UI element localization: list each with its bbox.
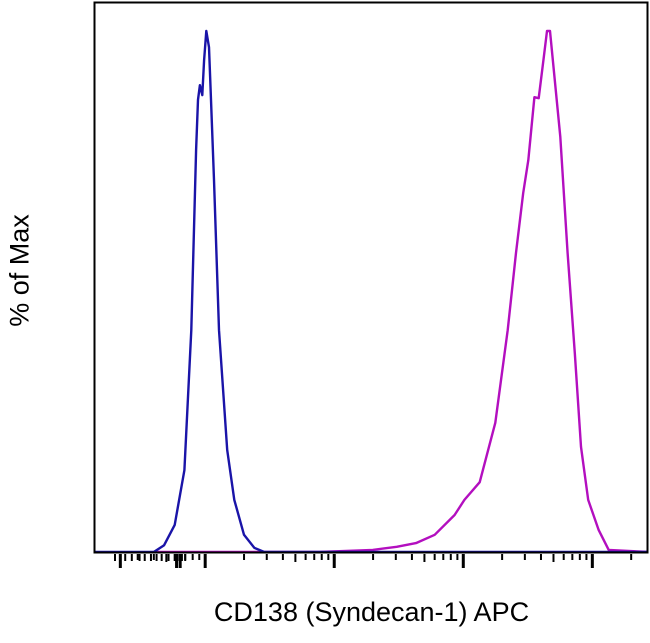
x-axis-ticks bbox=[113, 554, 633, 568]
x-axis-label: CD138 (Syndecan-1) APC bbox=[213, 597, 530, 627]
histogram-series bbox=[95, 29, 649, 554]
plot-frame bbox=[93, 1, 649, 554]
y-axis-label: % of Max bbox=[4, 214, 35, 327]
histogram-series-1 bbox=[153, 29, 649, 554]
histogram-series-2 bbox=[95, 29, 648, 554]
